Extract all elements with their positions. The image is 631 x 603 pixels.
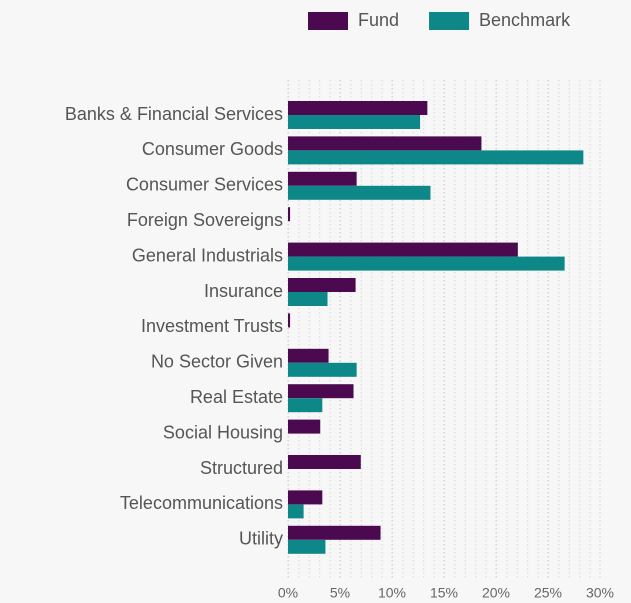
x-tick-label: 20% (482, 585, 510, 601)
bar (288, 150, 584, 165)
bar (288, 398, 323, 413)
x-tick-label: 5% (330, 585, 350, 601)
bar (288, 455, 361, 469)
y-tick-label: Social Housing (163, 422, 283, 442)
bar (288, 185, 431, 200)
bar (288, 115, 421, 129)
bar (288, 362, 357, 377)
y-tick-label: Real Estate (190, 387, 283, 407)
legend-label: Fund (358, 10, 399, 30)
bar (288, 384, 354, 399)
y-tick-label: General Industrials (132, 245, 283, 265)
legend-swatch (308, 12, 348, 30)
bar (288, 525, 381, 540)
x-tick-label: 25% (534, 585, 562, 601)
bar (288, 278, 356, 292)
y-tick-label: Banks & Financial Services (65, 104, 283, 124)
bar (288, 136, 482, 151)
x-tick-label: 0% (278, 585, 298, 601)
y-tick-label: Foreign Sovereigns (127, 210, 283, 230)
y-tick-label: Telecommunications (120, 493, 283, 513)
legend-swatch (429, 12, 470, 30)
bar (288, 101, 428, 115)
bar (288, 242, 518, 257)
bar (288, 419, 321, 434)
x-tick-label: 10% (378, 585, 406, 601)
bar (288, 292, 328, 306)
y-tick-label: Insurance (204, 281, 283, 301)
bar (288, 171, 357, 186)
bar (288, 539, 326, 554)
bar (288, 256, 565, 271)
bar (288, 504, 304, 519)
bar (288, 348, 329, 363)
bar (288, 313, 291, 328)
x-tick-label: 15% (430, 585, 458, 601)
bar (288, 207, 291, 222)
y-tick-label: No Sector Given (151, 352, 283, 372)
y-tick-label: Consumer Services (126, 175, 283, 195)
x-tick-label: 30% (586, 585, 614, 601)
y-tick-label: Consumer Goods (142, 139, 283, 159)
y-tick-label: Structured (200, 458, 283, 478)
y-tick-label: Utility (239, 529, 283, 549)
legend-label: Benchmark (479, 10, 571, 30)
y-tick-label: Investment Trusts (141, 316, 283, 336)
bar (288, 490, 323, 505)
